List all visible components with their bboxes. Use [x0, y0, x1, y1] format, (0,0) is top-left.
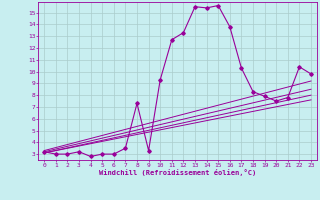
- X-axis label: Windchill (Refroidissement éolien,°C): Windchill (Refroidissement éolien,°C): [99, 169, 256, 176]
